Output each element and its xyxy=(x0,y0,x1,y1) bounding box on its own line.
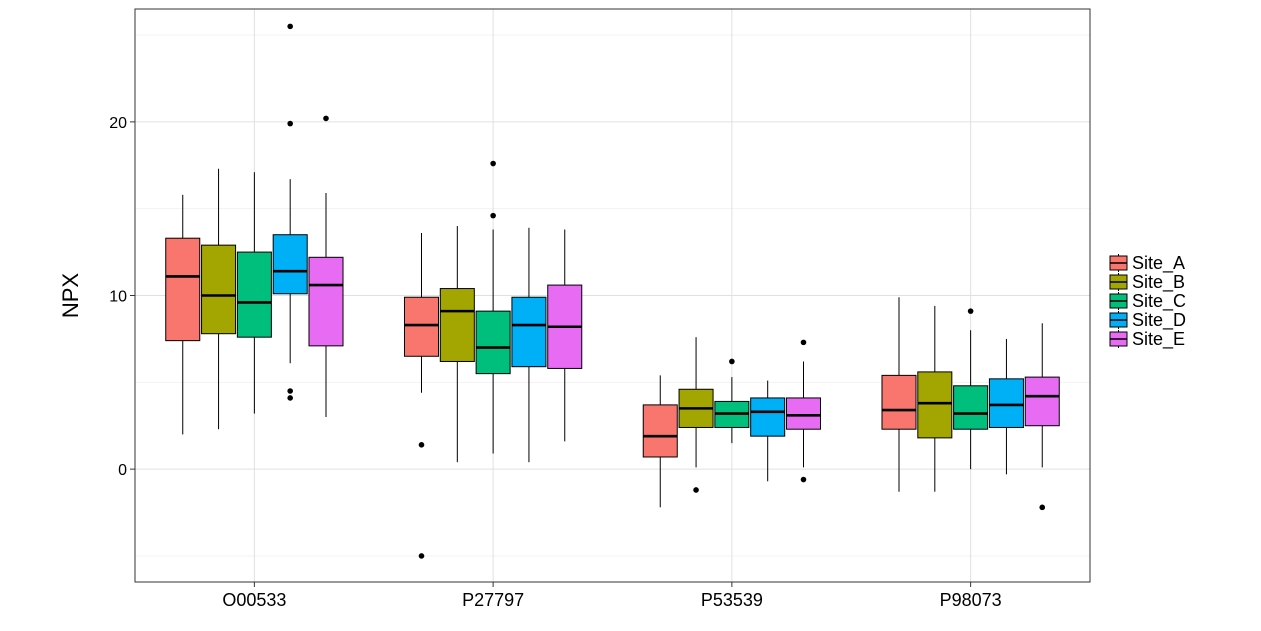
outlier-point xyxy=(323,115,329,122)
box-iqr xyxy=(917,371,953,439)
box-iqr xyxy=(785,397,822,430)
outlier-point xyxy=(729,358,735,365)
outlier-point xyxy=(490,212,496,219)
legend-label: Site_A xyxy=(1132,253,1185,274)
grid-lines xyxy=(135,9,1090,582)
legend-label: Site_D xyxy=(1132,310,1186,331)
box-iqr xyxy=(236,251,272,338)
legend-item: Site_C xyxy=(1109,291,1186,312)
box-Site_C-P27797 xyxy=(475,160,511,454)
x-tick-label: P53539 xyxy=(701,590,763,610)
outlier-point xyxy=(418,553,425,559)
box-iqr xyxy=(439,288,475,362)
box-iqr xyxy=(642,404,678,458)
x-tick-label: P98073 xyxy=(940,590,1002,610)
y-axis-ticks: 0 10 20 xyxy=(109,115,135,479)
outlier-point xyxy=(800,339,807,346)
box-Site_E-P53539 xyxy=(785,339,822,483)
box-iqr xyxy=(403,296,440,357)
box-Site_C-O00533 xyxy=(236,172,272,414)
x-axis-ticks: O00533 P27797 P53539 P98073 xyxy=(222,582,1002,610)
box-iqr xyxy=(272,234,308,295)
y-tick-label: 0 xyxy=(118,462,127,479)
box-iqr xyxy=(1024,376,1060,427)
y-axis-label: NPX xyxy=(58,273,83,319)
outlier-point xyxy=(693,487,699,493)
outlier-point xyxy=(287,388,293,394)
box-Site_C-P98073 xyxy=(953,308,989,470)
box-iqr xyxy=(881,374,917,430)
outlier-point xyxy=(287,395,293,401)
legend-label: Site_B xyxy=(1132,272,1185,293)
y-tick-label: 10 xyxy=(109,289,127,306)
legend-item: Site_E xyxy=(1109,329,1185,350)
outlier-point xyxy=(287,120,293,127)
box-Site_D-O00533 xyxy=(272,23,308,401)
box-iqr xyxy=(511,296,547,368)
box-iqr xyxy=(750,397,786,437)
box-iqr xyxy=(165,237,201,342)
box-series xyxy=(165,23,1060,559)
box-iqr xyxy=(475,310,511,375)
box-Site_D-P53539 xyxy=(750,380,786,482)
box-Site_E-O00533 xyxy=(308,115,344,418)
legend-label: Site_C xyxy=(1132,291,1186,312)
box-Site_A-O00533 xyxy=(165,194,201,435)
box-iqr xyxy=(308,256,344,347)
outlier-point xyxy=(287,23,293,30)
box-iqr xyxy=(201,244,237,335)
box-Site_C-P53539 xyxy=(714,358,750,444)
outlier-point xyxy=(490,160,496,167)
box-iqr xyxy=(988,378,1024,428)
legend-item: Site_B xyxy=(1109,272,1185,293)
legend-item: Site_D xyxy=(1109,310,1186,331)
box-Site_E-P98073 xyxy=(1024,323,1060,511)
box-Site_D-P98073 xyxy=(988,338,1024,475)
box-Site_B-O00533 xyxy=(201,168,237,430)
x-tick-label: O00533 xyxy=(222,590,286,610)
box-Site_A-P27797 xyxy=(403,232,440,559)
x-tick-label: P27797 xyxy=(462,590,524,610)
box-Site_E-P27797 xyxy=(547,229,583,442)
outlier-point xyxy=(800,476,807,483)
legend-label: Site_E xyxy=(1132,329,1185,350)
box-Site_A-P98073 xyxy=(881,297,917,492)
box-Site_B-P98073 xyxy=(917,305,953,492)
outlier-point xyxy=(418,442,425,448)
box-Site_B-P53539 xyxy=(678,337,714,493)
box-Site_D-P27797 xyxy=(511,227,547,463)
box-iqr xyxy=(953,385,989,430)
box-Site_B-P27797 xyxy=(439,226,475,463)
outlier-point xyxy=(1039,504,1046,511)
legend-item: Site_A xyxy=(1109,253,1185,274)
outlier-point xyxy=(967,308,974,314)
box-Site_A-P53539 xyxy=(642,375,678,508)
y-tick-label: 20 xyxy=(109,115,127,132)
